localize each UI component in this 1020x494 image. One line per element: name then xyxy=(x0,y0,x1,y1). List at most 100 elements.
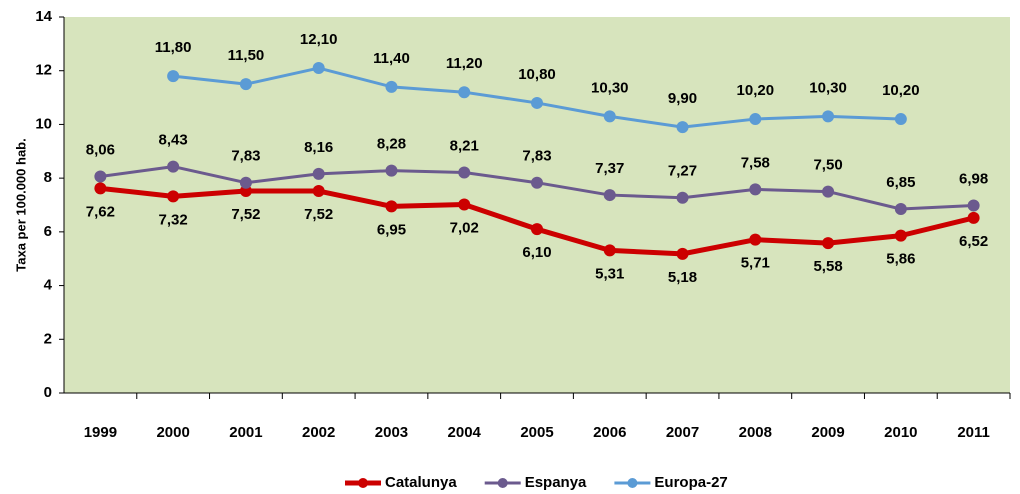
data-label: 8,43 xyxy=(159,132,188,149)
point xyxy=(676,121,689,134)
data-label: 10,80 xyxy=(518,66,556,83)
x-tick-label: 2006 xyxy=(593,424,626,441)
data-label: 7,02 xyxy=(450,219,479,236)
data-label: 11,40 xyxy=(373,50,410,67)
x-tick-label: 2003 xyxy=(375,424,408,441)
point xyxy=(239,176,252,189)
plot-area xyxy=(64,17,1010,393)
data-label: 6,95 xyxy=(377,221,406,238)
data-label: 8,06 xyxy=(86,142,115,159)
data-label: 9,90 xyxy=(668,90,697,107)
point xyxy=(749,183,762,196)
point xyxy=(894,203,907,216)
data-label: 12,10 xyxy=(300,31,338,48)
point xyxy=(676,191,689,204)
data-label: 7,52 xyxy=(231,206,260,223)
point xyxy=(894,229,907,242)
x-tick-label: 2007 xyxy=(666,424,699,441)
point xyxy=(385,80,398,93)
y-tick-label: 0 xyxy=(44,384,52,401)
data-label: 7,58 xyxy=(741,154,770,171)
x-tick-label: 2011 xyxy=(957,424,990,441)
data-label: 10,20 xyxy=(737,82,775,99)
x-tick-label: 2009 xyxy=(811,424,844,441)
data-label: 11,50 xyxy=(228,47,265,64)
data-label: 7,62 xyxy=(86,203,115,220)
point xyxy=(458,198,471,211)
y-tick-label: 2 xyxy=(44,330,52,347)
point xyxy=(967,211,980,224)
point xyxy=(239,78,252,91)
point xyxy=(312,62,325,75)
data-label: 6,98 xyxy=(959,171,988,188)
x-tick-label: 2008 xyxy=(739,424,772,441)
data-label: 8,21 xyxy=(450,137,479,154)
point xyxy=(167,70,180,83)
data-label: 7,83 xyxy=(522,148,551,165)
x-tick-label: 2004 xyxy=(448,424,482,441)
data-label: 6,52 xyxy=(959,233,988,250)
y-tick-label: 6 xyxy=(44,223,52,240)
legend-label: Espanya xyxy=(525,474,587,491)
data-label: 7,37 xyxy=(595,160,624,177)
data-label: 7,83 xyxy=(231,148,260,165)
data-label: 7,52 xyxy=(304,206,333,223)
data-label: 8,28 xyxy=(377,136,406,153)
x-tick-label: 2002 xyxy=(302,424,335,441)
data-label: 5,31 xyxy=(595,265,624,282)
legend-marker xyxy=(627,478,638,488)
x-tick-label: 2010 xyxy=(884,424,917,441)
data-label: 10,30 xyxy=(809,79,847,96)
data-label: 5,58 xyxy=(813,258,842,275)
y-tick-label: 4 xyxy=(44,277,53,294)
point xyxy=(312,167,325,180)
y-tick-label: 12 xyxy=(35,62,52,79)
legend-label: Catalunya xyxy=(385,474,457,491)
x-tick-label: 2000 xyxy=(156,424,189,441)
x-tick-label: 2005 xyxy=(520,424,553,441)
y-tick-label: 8 xyxy=(44,169,52,186)
data-label: 11,80 xyxy=(155,39,192,56)
data-label: 10,20 xyxy=(882,82,920,99)
point xyxy=(239,185,252,198)
point xyxy=(967,199,980,212)
point xyxy=(749,233,762,246)
legend-marker xyxy=(358,478,368,488)
point xyxy=(603,244,616,257)
data-label: 7,50 xyxy=(813,157,842,174)
point xyxy=(167,160,180,173)
x-tick-label: 1999 xyxy=(84,424,117,441)
point xyxy=(894,113,907,126)
point xyxy=(822,110,835,123)
data-label: 6,85 xyxy=(886,174,915,191)
point xyxy=(531,176,543,189)
point xyxy=(167,190,180,203)
data-label: 10,30 xyxy=(591,79,629,96)
point xyxy=(822,185,835,198)
data-label: 8,16 xyxy=(304,139,333,156)
data-label: 7,27 xyxy=(668,163,697,180)
point xyxy=(749,113,762,126)
point xyxy=(458,86,471,99)
x-tick-label: 2001 xyxy=(229,424,262,441)
point xyxy=(822,237,835,250)
point xyxy=(94,170,107,183)
point xyxy=(385,200,398,213)
point xyxy=(458,166,471,179)
data-label: 11,20 xyxy=(446,55,483,72)
point xyxy=(385,164,398,177)
data-label: 7,32 xyxy=(159,211,188,228)
point xyxy=(531,96,543,109)
y-tick-label: 10 xyxy=(35,115,52,132)
point xyxy=(603,189,616,202)
point xyxy=(676,247,689,260)
y-tick-label: 14 xyxy=(35,8,52,25)
legend-marker xyxy=(497,478,508,488)
data-label: 5,71 xyxy=(741,255,770,272)
data-label: 6,10 xyxy=(522,244,551,261)
legend-label: Europa-27 xyxy=(654,474,727,491)
y-axis-title: Taxa per 100.000 hab. xyxy=(13,138,28,271)
point xyxy=(312,185,325,198)
data-label: 5,86 xyxy=(886,251,915,268)
